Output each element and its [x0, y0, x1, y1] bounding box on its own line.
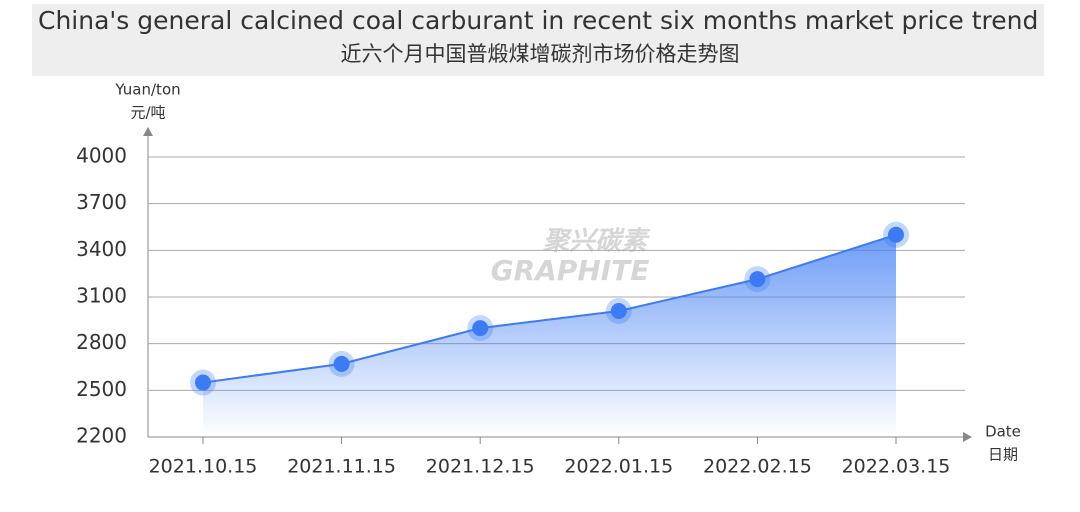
x-axis-label: 日期 — [988, 446, 1018, 464]
chart-subtitle: 近六个月中国普煅煤增碳剂市场价格走势图 — [341, 42, 740, 66]
point — [195, 374, 211, 391]
y-tick-label: 3100 — [76, 284, 127, 308]
x-tick-label: 2021.10.15 — [149, 456, 258, 478]
x-axis-arrow — [963, 432, 972, 442]
point — [610, 303, 627, 319]
point — [333, 355, 350, 372]
point — [749, 271, 766, 288]
y-tick-label: 4000 — [76, 144, 127, 168]
x-tick-label: 2021.11.15 — [287, 456, 396, 478]
x-tick-label: 2021.12.15 — [426, 456, 535, 478]
line — [202, 233, 897, 384]
title-box — [32, 4, 1044, 76]
y-tick-label: 3400 — [76, 237, 127, 261]
y-tick-label: 2800 — [76, 330, 127, 354]
x-tick-label: 2022.03.15 — [842, 456, 951, 478]
y-tick-label: 2200 — [76, 424, 127, 448]
x-tick-label: 2022.01.15 — [564, 456, 673, 478]
x-axis-label: Date — [985, 423, 1021, 441]
y-tick-label: 2500 — [76, 377, 127, 401]
x-tick-label: 2022.02.15 — [703, 456, 812, 478]
watermark: 聚兴碳素 — [542, 227, 651, 257]
chart-title: China's general calcined coal carburant … — [38, 6, 1038, 35]
y-tick-label: 3700 — [76, 190, 127, 214]
area — [203, 234, 896, 437]
y-axis-label: Yuan/ton — [114, 81, 180, 99]
point — [472, 320, 489, 337]
y-axis-label: 元/吨 — [130, 104, 165, 122]
y-axis-arrow — [143, 127, 153, 136]
watermark: GRAPHITE — [491, 254, 650, 287]
point — [888, 226, 904, 243]
